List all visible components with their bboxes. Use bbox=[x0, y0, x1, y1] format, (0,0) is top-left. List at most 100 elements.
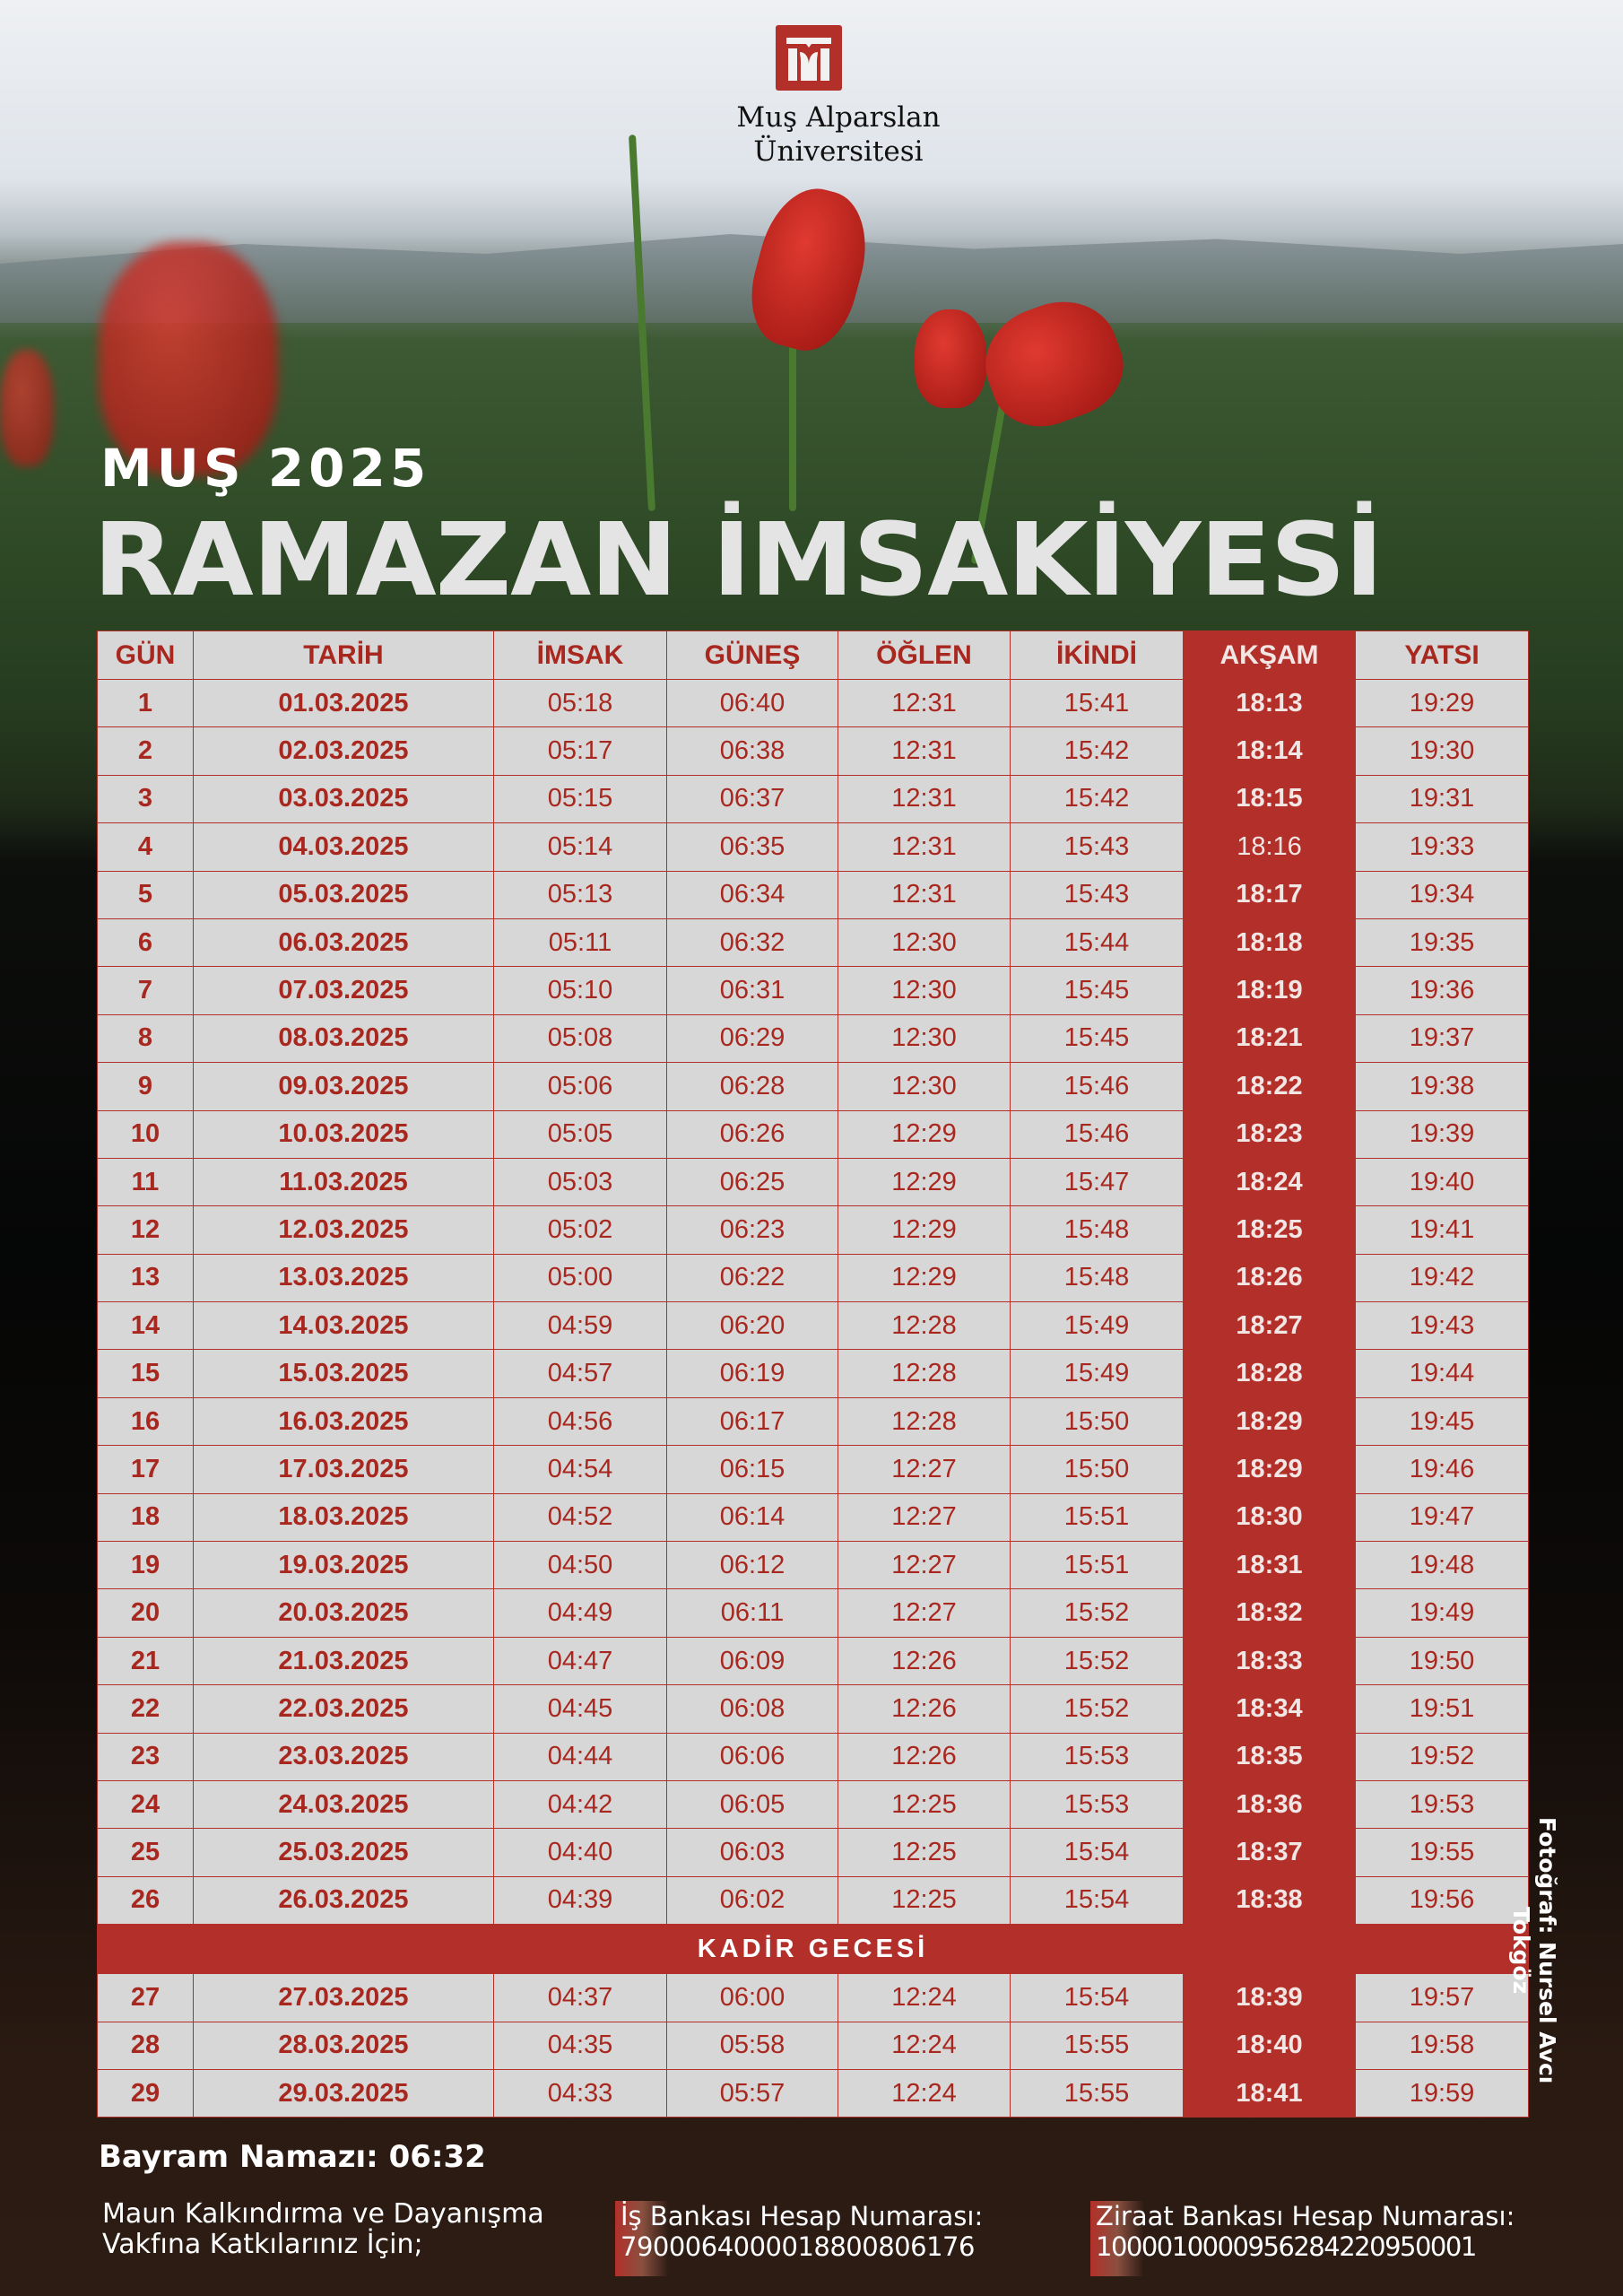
table-cell: 15:52 bbox=[1010, 1636, 1184, 1686]
table-cell: 12:28 bbox=[838, 1396, 1011, 1447]
table-cell: 8 bbox=[97, 1013, 194, 1064]
table-cell: 19:55 bbox=[1355, 1828, 1529, 1877]
ziraat-bankasi-number: 1000010000956284220950001 bbox=[1096, 2231, 1477, 2262]
table-cell: 18.03.2025 bbox=[193, 1492, 494, 1543]
table-cell: 04:50 bbox=[493, 1541, 667, 1590]
table-cell: 19:47 bbox=[1355, 1492, 1529, 1543]
table-cell: 19 bbox=[97, 1541, 194, 1590]
table-cell: 12:31 bbox=[838, 774, 1011, 824]
table-cell: 06:35 bbox=[666, 822, 838, 872]
kadir-gecesi-label: KADİR GECESİ bbox=[97, 1924, 1529, 1975]
table-cell: 06:11 bbox=[666, 1588, 838, 1638]
table-cell: 05:11 bbox=[493, 918, 667, 968]
table-cell: 05:57 bbox=[666, 2068, 838, 2118]
table-cell: 06:09 bbox=[666, 1636, 838, 1686]
table-cell: 19:46 bbox=[1355, 1445, 1529, 1494]
table-cell: 15:55 bbox=[1010, 2068, 1184, 2118]
table-cell: 12:30 bbox=[838, 966, 1011, 1015]
table-row: 21 21.03.2025 04:47 06:09 12:26 15:52 18:33 19:… bbox=[97, 1636, 1529, 1686]
table-cell: 19:39 bbox=[1355, 1109, 1529, 1159]
table-cell: 18:32 bbox=[1183, 1588, 1356, 1638]
table-cell: 06:31 bbox=[666, 966, 838, 1015]
table-cell: 19:29 bbox=[1355, 678, 1529, 728]
table-cell: 12:25 bbox=[838, 1875, 1011, 1926]
tulip-flower bbox=[0, 350, 54, 466]
table-cell: 15:42 bbox=[1010, 726, 1184, 776]
table-cell: 16 bbox=[97, 1396, 194, 1447]
table-cell: 06:26 bbox=[666, 1109, 838, 1159]
table-row: 6 06.03.2025 05:11 06:32 12:30 15:44 18:18 19:3… bbox=[97, 918, 1529, 968]
table-cell: 20.03.2025 bbox=[193, 1588, 494, 1638]
table-cell: 05.03.2025 bbox=[193, 870, 494, 919]
table-cell: 05:18 bbox=[493, 678, 667, 728]
table-cell: 19:56 bbox=[1355, 1875, 1529, 1926]
table-cell: 15:53 bbox=[1010, 1732, 1184, 1781]
table-cell: 06:12 bbox=[666, 1541, 838, 1590]
table-cell: 12:28 bbox=[838, 1349, 1011, 1398]
table-cell: 15:50 bbox=[1010, 1445, 1184, 1494]
table-cell: 05:06 bbox=[493, 1062, 667, 1111]
table-row: 28 28.03.2025 04:35 05:58 12:24 15:55 18:40 19:… bbox=[97, 2021, 1529, 2070]
table-row: 17 17.03.2025 04:54 06:15 12:27 15:50 18:29 19:… bbox=[97, 1445, 1529, 1494]
table-cell: 25.03.2025 bbox=[193, 1828, 494, 1877]
table-cell: 15:43 bbox=[1010, 822, 1184, 872]
table-cell: 10.03.2025 bbox=[193, 1109, 494, 1159]
table-cell: 28 bbox=[97, 2021, 194, 2070]
table-cell: 12:29 bbox=[838, 1157, 1011, 1207]
table-cell: 12:25 bbox=[838, 1779, 1011, 1830]
table-cell: 05:10 bbox=[493, 966, 667, 1015]
table-cell: 18:14 bbox=[1183, 726, 1356, 776]
table-cell: 06:20 bbox=[666, 1301, 838, 1351]
table-cell: 06:03 bbox=[666, 1828, 838, 1877]
table-cell: 15:54 bbox=[1010, 1875, 1184, 1926]
table-row: 1 01.03.2025 05:18 06:40 12:31 15:41 18:13 19:2… bbox=[97, 678, 1529, 728]
table-cell: 3 bbox=[97, 774, 194, 824]
table-row: 24 24.03.2025 04:42 06:05 12:25 15:53 18:36 19:… bbox=[97, 1779, 1529, 1830]
table-cell: 12:25 bbox=[838, 1828, 1011, 1877]
table-cell: 15:53 bbox=[1010, 1779, 1184, 1830]
table-cell: 12:28 bbox=[838, 1301, 1011, 1351]
column-header: İMSAK bbox=[493, 631, 667, 680]
table-cell: 12:31 bbox=[838, 822, 1011, 872]
table-row: 22 22.03.2025 04:45 06:08 12:26 15:52 18:34 19:… bbox=[97, 1684, 1529, 1734]
table-cell: 7 bbox=[97, 966, 194, 1015]
table-cell: 17 bbox=[97, 1445, 194, 1494]
table-cell: 05:17 bbox=[493, 726, 667, 776]
column-header: YATSI bbox=[1355, 631, 1529, 680]
table-row: 5 05.03.2025 05:13 06:34 12:31 15:43 18:17 19:3… bbox=[97, 870, 1529, 919]
table-cell: 15:48 bbox=[1010, 1205, 1184, 1255]
table-cell: 16.03.2025 bbox=[193, 1396, 494, 1447]
table-cell: 24 bbox=[97, 1779, 194, 1830]
table-cell: 23.03.2025 bbox=[193, 1732, 494, 1781]
table-cell: 23 bbox=[97, 1732, 194, 1781]
table-cell: 05:13 bbox=[493, 870, 667, 919]
column-header: ÖĞLEN bbox=[838, 631, 1011, 680]
table-cell: 19:36 bbox=[1355, 966, 1529, 1015]
table-cell: 18:29 bbox=[1183, 1396, 1356, 1447]
table-cell: 20 bbox=[97, 1588, 194, 1638]
table-cell: 15:47 bbox=[1010, 1157, 1184, 1207]
table-cell: 18:24 bbox=[1183, 1157, 1356, 1207]
imsakiye-table: GÜN TARİH İMSAK GÜNEŞ ÖĞLEN İKİNDİ AKŞAM YATSI … bbox=[97, 631, 1529, 2118]
table-cell: 06:40 bbox=[666, 678, 838, 728]
table-row: 19 19.03.2025 04:50 06:12 12:27 15:51 18:31 19:… bbox=[97, 1541, 1529, 1590]
table-cell: 18:17 bbox=[1183, 870, 1356, 919]
is-bankasi-label: İş Bankası Hesap Numarası: bbox=[621, 2201, 984, 2231]
table-cell: 04:54 bbox=[493, 1445, 667, 1494]
foundation-text-line2: Vakfına Katkılarınız İçin; bbox=[102, 2229, 423, 2260]
table-cell: 18:21 bbox=[1183, 1013, 1356, 1064]
table-cell: 12:31 bbox=[838, 870, 1011, 919]
table-cell: 06:37 bbox=[666, 774, 838, 824]
table-row: 11 11.03.2025 05:03 06:25 12:29 15:47 18:24 19:… bbox=[97, 1157, 1529, 1207]
table-cell: 18:33 bbox=[1183, 1636, 1356, 1686]
table-cell: 15:54 bbox=[1010, 1828, 1184, 1877]
table-cell: 18:29 bbox=[1183, 1445, 1356, 1494]
table-cell: 19:58 bbox=[1355, 2021, 1529, 2070]
table-cell: 21 bbox=[97, 1636, 194, 1686]
table-row: 14 14.03.2025 04:59 06:20 12:28 15:49 18:27 19:… bbox=[97, 1301, 1529, 1351]
table-cell: 19:57 bbox=[1355, 1973, 1529, 2022]
table-cell: 18:16 bbox=[1183, 822, 1356, 872]
table-cell: 18:13 bbox=[1183, 678, 1356, 728]
table-cell: 13.03.2025 bbox=[193, 1253, 494, 1303]
table-cell: 29.03.2025 bbox=[193, 2068, 494, 2118]
